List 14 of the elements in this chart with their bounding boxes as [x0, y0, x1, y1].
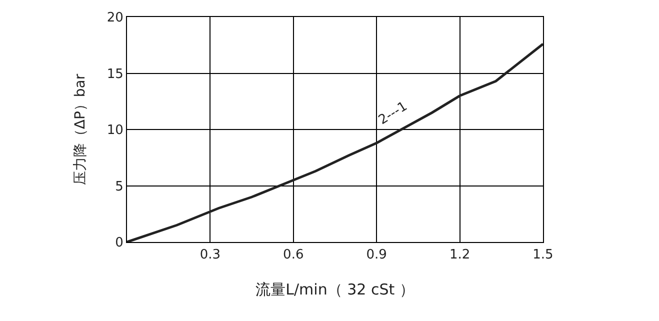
- x-tick-label: 0.6: [283, 248, 304, 263]
- x-axis-title: 流量L/min（ 32 cSt ）: [256, 280, 414, 299]
- annotation: 2---1: [376, 99, 410, 128]
- x-tick-label: 1.5: [532, 248, 554, 263]
- line-series: [127, 42, 543, 242]
- y-tick-label: 15: [106, 66, 124, 82]
- y-tick-label: 0: [115, 236, 124, 251]
- y-tick-label: 5: [115, 179, 124, 194]
- x-tick-label: 1.2: [449, 248, 470, 263]
- y-axis-title: 压力降（ΔP）bar: [72, 74, 88, 186]
- y-tick-label: 20: [106, 10, 124, 26]
- x-tick-label: 0.9: [366, 248, 387, 263]
- x-tick-label: 0.3: [200, 248, 221, 263]
- y-tick-label: 10: [106, 123, 124, 138]
